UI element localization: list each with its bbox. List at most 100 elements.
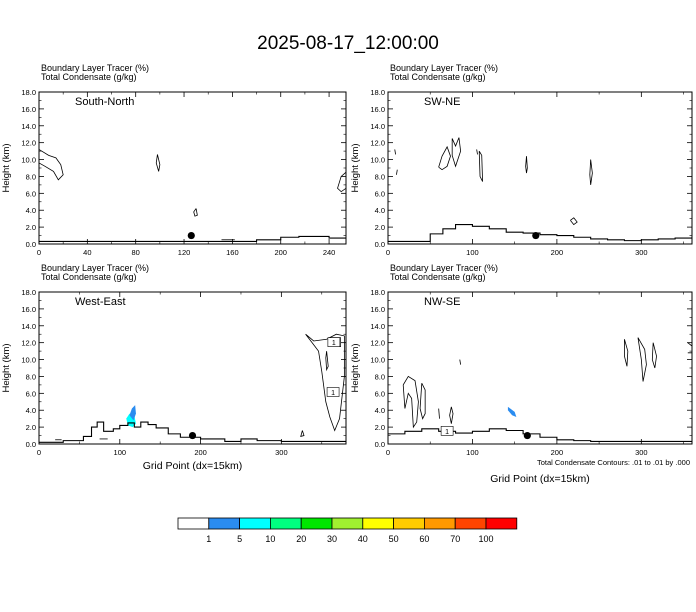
panel-south-north: Boundary Layer Tracer (%)Total Condensat… — [1, 63, 347, 257]
y-tick-label: 16.0 — [370, 105, 385, 114]
contour-label-box — [440, 426, 454, 436]
condensate-contour — [570, 217, 578, 226]
x-tick-label: 0 — [37, 248, 41, 257]
x-tick-label: 300 — [635, 448, 648, 457]
colorbar-swatch — [454, 517, 487, 530]
colorbar-label: 10 — [265, 534, 275, 544]
x-tick-label: 0 — [37, 448, 41, 457]
panel-label-tracer: Boundary Layer Tracer (%) — [41, 63, 149, 73]
plot-frame — [387, 91, 693, 245]
condensate-contour — [438, 408, 440, 419]
y-tick-label: 16.0 — [370, 305, 385, 314]
x-tick-label: 160 — [226, 248, 239, 257]
condensate-contour — [449, 406, 454, 424]
colorbar-label: 70 — [450, 534, 460, 544]
x-tick-label: 200 — [194, 448, 207, 457]
condensate-contour — [478, 150, 483, 182]
terrain-line — [39, 421, 346, 443]
panel-west-east: Boundary Layer Tracer (%)Total Condensat… — [1, 263, 347, 472]
y-tick-label: 8.0 — [26, 372, 36, 381]
y-tick-label: 2.0 — [26, 423, 36, 432]
condensate-contour — [687, 342, 692, 354]
y-tick-label: 10.0 — [370, 156, 385, 165]
x-axis-label: Grid Point (dx=15km) — [143, 460, 243, 472]
colorbar: 1 5 10 20 30 40 50 60 70 100 — [177, 517, 518, 544]
x-tick-label: 240 — [323, 248, 336, 257]
condensate-contour — [193, 208, 198, 217]
y-tick-label: 12.0 — [21, 339, 36, 348]
condensate-contour — [402, 375, 419, 429]
y-axis-label: Height (km) — [350, 143, 361, 192]
y-tick-label: 18.0 — [21, 288, 36, 297]
colorbar-swatch — [423, 517, 456, 530]
colorbar-label: 100 — [478, 534, 493, 544]
condensate-contour — [476, 149, 478, 155]
y-axis-label: Height (km) — [350, 343, 361, 392]
y-tick-label: 0.0 — [26, 240, 36, 249]
colorbar-swatch — [208, 517, 241, 530]
panel-label-condensate: Total Condensate (g/kg) — [390, 272, 486, 282]
y-tick-label: 8.0 — [375, 172, 385, 181]
x-tick-label: 100 — [114, 448, 127, 457]
contour-label-box — [327, 337, 341, 347]
x-axis-label: Grid Point (dx=15km) — [490, 473, 590, 485]
colorbar-swatch — [239, 517, 271, 530]
x-tick-label: 120 — [178, 248, 191, 257]
y-tick-label: 4.0 — [375, 406, 385, 415]
x-tick-label: 80 — [132, 248, 140, 257]
y-tick-label: 16.0 — [21, 105, 36, 114]
condensate-contour — [155, 154, 161, 172]
section-label: SW-NE — [424, 96, 460, 108]
condensate-contour — [305, 333, 345, 432]
section-label: NW-SE — [424, 296, 460, 308]
colorbar-label: 40 — [358, 534, 368, 544]
terrain-line — [39, 235, 346, 243]
y-tick-label: 4.0 — [26, 206, 36, 215]
terrain-line — [388, 428, 692, 443]
condensate-contour — [459, 359, 462, 365]
condensate-contour — [589, 159, 593, 185]
x-tick-label: 200 — [551, 448, 564, 457]
colorbar-label: 1 — [206, 534, 211, 544]
colorbar-label: 20 — [296, 534, 306, 544]
y-tick-label: 14.0 — [370, 122, 385, 131]
y-tick-label: 18.0 — [370, 88, 385, 97]
y-tick-label: 16.0 — [21, 305, 36, 314]
y-tick-label: 10.0 — [370, 356, 385, 365]
colorbar-label: 60 — [419, 534, 429, 544]
condensate-contour — [300, 430, 305, 437]
colorbar-swatch — [393, 517, 425, 530]
condensate-contour — [396, 169, 398, 175]
shaded-tracer-region — [129, 405, 136, 421]
y-tick-label: 10.0 — [21, 356, 36, 365]
x-tick-label: 300 — [275, 448, 288, 457]
panel-label-tracer: Boundary Layer Tracer (%) — [390, 263, 498, 273]
y-axis-label: Height (km) — [1, 143, 12, 192]
y-axis-label: Height (km) — [1, 343, 12, 392]
condensate-contour — [337, 171, 346, 193]
y-tick-label: 8.0 — [26, 172, 36, 181]
contour-label: 1 — [332, 340, 336, 347]
y-tick-label: 2.0 — [26, 223, 36, 232]
x-tick-label: 300 — [635, 248, 648, 257]
colorbar-label: 50 — [389, 534, 399, 544]
x-tick-label: 100 — [466, 248, 479, 257]
contour-label: 1 — [445, 429, 449, 436]
condensate-contour — [419, 383, 426, 420]
panel-sw-ne: Boundary Layer Tracer (%)Total Condensat… — [350, 63, 693, 257]
location-marker — [187, 231, 195, 240]
y-tick-label: 10.0 — [21, 156, 36, 165]
y-tick-label: 2.0 — [375, 423, 385, 432]
y-tick-label: 4.0 — [375, 206, 385, 215]
y-tick-label: 18.0 — [370, 288, 385, 297]
panel-label-condensate: Total Condensate (g/kg) — [390, 72, 486, 82]
colorbar-swatch — [331, 517, 364, 530]
condensate-contour — [451, 137, 462, 168]
y-tick-label: 12.0 — [21, 139, 36, 148]
condensate-contour — [438, 145, 451, 171]
y-tick-label: 6.0 — [375, 189, 385, 198]
shaded-tracer-region — [507, 406, 517, 417]
y-tick-label: 14.0 — [21, 322, 36, 331]
contour-footnote: Total Condensate Contours: .01 to .01 by… — [537, 458, 690, 467]
y-tick-label: 2.0 — [375, 223, 385, 232]
